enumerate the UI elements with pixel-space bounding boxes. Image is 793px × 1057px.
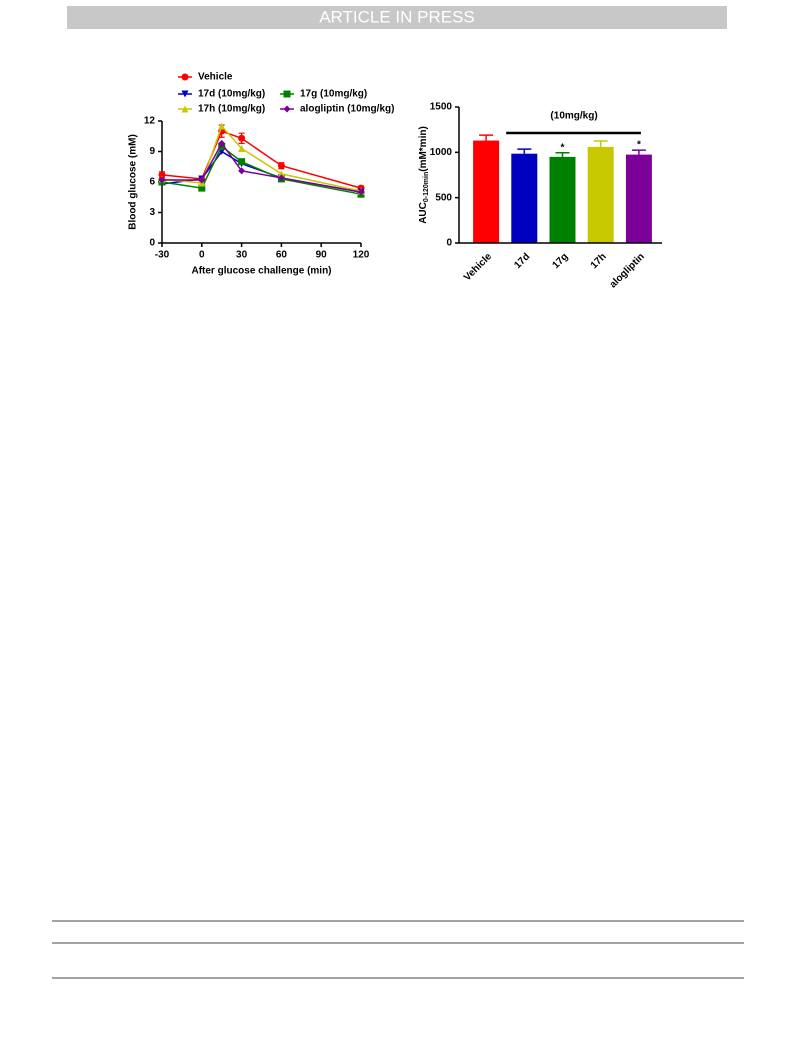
y-axis-label: AUC0-120min(mM*min) bbox=[418, 126, 430, 224]
y-tick-label: 9 bbox=[149, 146, 155, 157]
significance-label: * bbox=[561, 142, 565, 153]
bar bbox=[549, 156, 576, 243]
legend-marker bbox=[283, 105, 291, 113]
marker bbox=[277, 174, 285, 182]
marker bbox=[218, 139, 226, 147]
marker bbox=[218, 122, 226, 130]
marker bbox=[357, 188, 365, 196]
bar bbox=[625, 154, 652, 243]
y-axis-label-unit: (mM*min) bbox=[418, 126, 429, 172]
marker bbox=[277, 162, 285, 170]
series-line bbox=[161, 124, 362, 192]
marker bbox=[158, 171, 166, 179]
x-tick-label: 17d bbox=[512, 251, 532, 271]
x-tick-label: 30 bbox=[236, 250, 248, 261]
x-tick-label: 60 bbox=[276, 250, 288, 261]
legend-marker bbox=[181, 90, 189, 98]
legend-label: 17h (10mg/kg) bbox=[198, 104, 265, 115]
y-axis-label-main: AUC bbox=[418, 202, 429, 224]
y-tick-label: 1000 bbox=[430, 147, 453, 158]
marker bbox=[158, 176, 166, 184]
y-tick-label: 0 bbox=[149, 238, 155, 249]
x-tick-label: 0 bbox=[199, 250, 205, 261]
marker bbox=[238, 158, 246, 166]
legend-label: 17g (10mg/kg) bbox=[300, 89, 367, 100]
y-tick-label: 3 bbox=[149, 207, 155, 218]
marker bbox=[238, 134, 246, 142]
bar bbox=[511, 153, 538, 243]
error-bar bbox=[479, 134, 494, 141]
series-line bbox=[161, 130, 362, 189]
marker bbox=[277, 170, 285, 178]
y-axis-label-sub: 0-120min bbox=[423, 172, 430, 202]
x-axis-label: After glucose challenge (min) bbox=[191, 266, 331, 277]
marker bbox=[198, 184, 206, 192]
y-tick-label: 0 bbox=[446, 238, 452, 249]
header: ARTICLE IN PRESS bbox=[319, 7, 475, 26]
series-line bbox=[162, 141, 362, 193]
x-tick-label: alogliptin bbox=[608, 251, 647, 290]
bar bbox=[473, 140, 500, 243]
x-tick-label: Vehicle bbox=[462, 251, 494, 283]
marker bbox=[198, 176, 206, 184]
x-tick-label: -30 bbox=[155, 250, 170, 261]
legend-label: alogliptin (10mg/kg) bbox=[300, 104, 394, 115]
x-tick-label: 120 bbox=[353, 250, 370, 261]
legend-marker bbox=[181, 105, 189, 113]
series-line bbox=[161, 145, 362, 195]
y-tick-label: 500 bbox=[435, 192, 452, 203]
marker bbox=[238, 144, 246, 152]
x-tick-label: 17g bbox=[551, 251, 571, 271]
error-bar bbox=[517, 148, 532, 154]
y-tick-label: 12 bbox=[144, 116, 156, 127]
significance-label: * bbox=[637, 140, 641, 151]
legend-label: 17d (10mg/kg) bbox=[198, 89, 265, 100]
y-tick-label: 1500 bbox=[430, 102, 453, 113]
legend-marker bbox=[283, 90, 291, 98]
x-tick-label: 90 bbox=[316, 250, 328, 261]
y-tick-label: 6 bbox=[149, 177, 155, 188]
legend-marker bbox=[181, 73, 189, 81]
header-bar bbox=[67, 6, 727, 29]
x-tick-label: 17h bbox=[589, 251, 609, 271]
y-axis-label: Blood glucose (mM) bbox=[128, 134, 139, 230]
error-bar bbox=[631, 149, 646, 155]
bar bbox=[587, 146, 614, 243]
error-bar bbox=[555, 152, 570, 157]
error-bar bbox=[593, 140, 608, 147]
annotation: (10mg/kg) bbox=[550, 111, 597, 122]
legend-label: Vehicle bbox=[198, 72, 233, 83]
marker bbox=[238, 167, 246, 175]
